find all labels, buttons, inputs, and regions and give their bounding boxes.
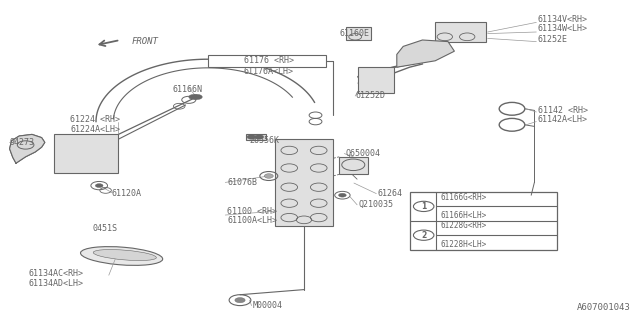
Text: 61166H<LH>: 61166H<LH> [440,211,486,220]
Text: 61252D: 61252D [355,92,385,100]
Text: 61166G<RH>: 61166G<RH> [440,193,486,202]
Circle shape [247,135,256,139]
Bar [339,157,368,174]
Text: 61252E: 61252E [538,36,568,44]
Text: M00004: M00004 [253,301,283,310]
Text: 61176A<LH>: 61176A<LH> [244,68,294,76]
Text: 61228H<LH>: 61228H<LH> [440,240,486,249]
Ellipse shape [93,250,156,260]
Text: 61076B: 61076B [227,178,257,187]
Bar [358,67,394,93]
Circle shape [95,184,103,188]
Polygon shape [10,134,45,163]
Text: 61134AD<LH>: 61134AD<LH> [29,279,84,288]
Bar [275,139,333,226]
Text: 61160E: 61160E [339,29,369,38]
Text: 61176 <RH>: 61176 <RH> [244,56,294,65]
Text: 61224A<LH>: 61224A<LH> [70,125,120,134]
Text: 2: 2 [421,231,426,240]
Bar [410,192,557,250]
Text: 61134V<RH>: 61134V<RH> [538,15,588,24]
Text: 61120A: 61120A [112,189,142,198]
Circle shape [499,118,525,131]
Text: 1: 1 [421,202,426,211]
Bar [208,55,326,67]
Circle shape [264,174,273,178]
Text: 94273: 94273 [10,138,35,147]
Text: 61134AC<RH>: 61134AC<RH> [29,269,84,278]
Ellipse shape [81,247,163,265]
Bar [54,134,118,173]
Text: 1: 1 [509,104,515,113]
Text: 26556K: 26556K [250,136,280,145]
Circle shape [499,102,525,115]
Text: 61134W<LH>: 61134W<LH> [538,24,588,33]
Bar [346,27,371,40]
Text: 61264: 61264 [378,189,403,198]
Polygon shape [397,40,454,67]
Text: 61142A<LH>: 61142A<LH> [538,116,588,124]
Circle shape [235,298,245,303]
Text: Q210035: Q210035 [358,200,394,209]
Text: A607001043: A607001043 [577,303,630,312]
Text: 61166N: 61166N [173,85,203,94]
Text: 61224 <RH>: 61224 <RH> [70,116,120,124]
Text: FRONT: FRONT [131,37,158,46]
Text: 2: 2 [509,120,515,129]
Text: 61228G<RH>: 61228G<RH> [440,221,486,230]
Bar [246,134,266,140]
Circle shape [192,94,202,100]
Circle shape [255,135,264,139]
Text: 61100 <RH>: 61100 <RH> [227,207,277,216]
Text: 61142 <RH>: 61142 <RH> [538,106,588,115]
Circle shape [339,193,346,197]
Text: 0451S: 0451S [93,224,118,233]
Circle shape [189,94,199,100]
Bar [435,22,486,42]
Text: 61100A<LH>: 61100A<LH> [227,216,277,225]
Text: Q650004: Q650004 [346,149,381,158]
